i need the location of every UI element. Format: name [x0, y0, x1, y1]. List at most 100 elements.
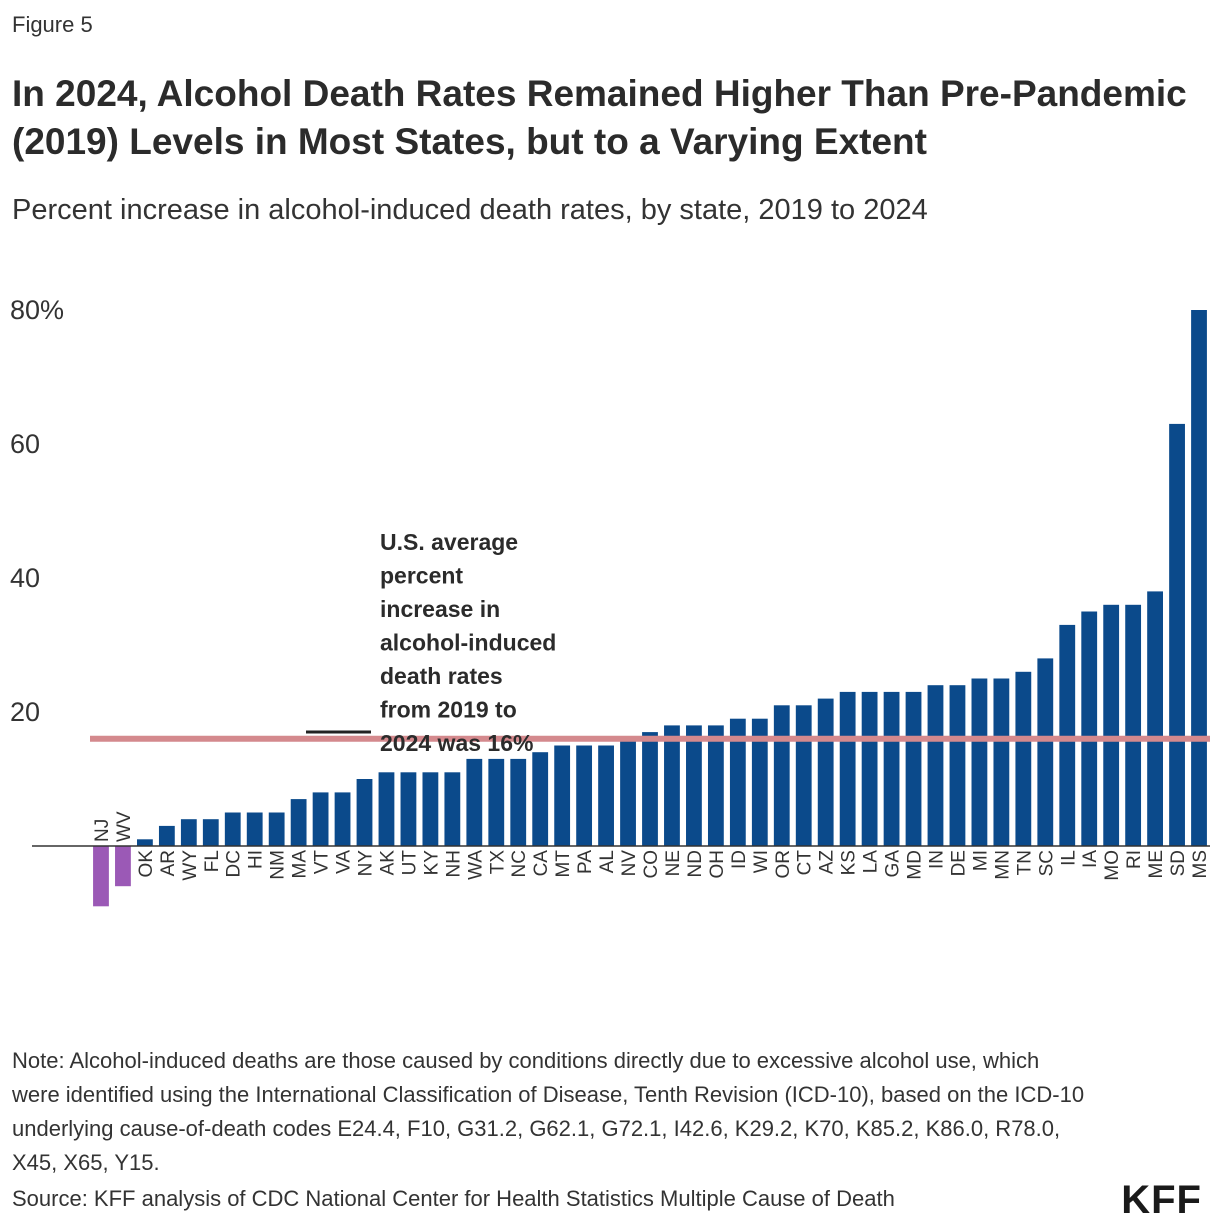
bar	[927, 685, 944, 846]
bar	[488, 758, 505, 846]
bar	[795, 705, 812, 846]
x-tick-label: IA	[1080, 850, 1101, 868]
bar	[93, 846, 109, 907]
x-tick-label: MA	[290, 850, 311, 879]
annotation-line: percent	[380, 563, 463, 589]
y-tick-label: 40	[10, 563, 40, 593]
bar	[993, 678, 1010, 846]
bar	[620, 738, 636, 846]
x-tick-label: LA	[861, 850, 882, 874]
x-tick-label: MN	[992, 850, 1013, 880]
x-tick-label: TX	[487, 850, 508, 875]
x-tick-label: NC	[509, 850, 530, 877]
bar	[861, 691, 878, 846]
x-tick-label: HI	[246, 850, 267, 869]
y-tick-label: 60	[10, 429, 40, 459]
bar	[1169, 423, 1185, 846]
x-tick-label: ID	[729, 850, 750, 869]
bar	[817, 698, 834, 846]
x-tick-label: NE	[663, 850, 684, 876]
x-tick-label: NM	[268, 850, 289, 880]
bar	[905, 691, 922, 846]
bar	[664, 725, 680, 846]
bar	[268, 812, 285, 846]
annotation-line: U.S. average	[380, 529, 518, 555]
y-tick-label: 20	[10, 697, 40, 727]
x-tick-label: WI	[751, 850, 772, 873]
x-tick-label: ME	[1146, 850, 1167, 879]
x-tick-label: WV	[114, 811, 135, 842]
bar	[773, 705, 790, 846]
annotation-line: increase in	[380, 596, 500, 622]
average-annotation: U.S. average percent increase in alcohol-in…	[380, 529, 556, 756]
x-tick-label: AL	[597, 850, 618, 873]
bar	[642, 732, 658, 846]
bar	[576, 745, 593, 846]
y-axis: 80% 60 40 20	[10, 295, 64, 727]
y-tick-label: 80%	[10, 295, 64, 325]
bar	[180, 819, 197, 846]
bar	[1037, 658, 1054, 846]
bar	[554, 745, 571, 846]
bar	[378, 772, 395, 846]
x-tick-label: AZ	[817, 850, 838, 875]
x-tick-label: NY	[356, 850, 377, 877]
x-tick-label: MS	[1190, 850, 1211, 879]
x-tick-label: SC	[1036, 850, 1057, 876]
chart-subtitle: Percent increase in alcohol-induced deat…	[12, 194, 928, 226]
x-tick-label: AK	[377, 850, 398, 876]
x-tick-label: VT	[312, 850, 333, 875]
x-tick-label: FL	[202, 850, 223, 872]
x-tick-label: CT	[795, 850, 816, 876]
x-tick-label: IN	[926, 850, 947, 869]
bar	[1081, 611, 1098, 846]
x-tick-label: TN	[1014, 850, 1035, 875]
x-tick-label: GA	[883, 850, 904, 878]
bars	[93, 310, 1207, 907]
x-tick-label: MD	[905, 850, 926, 880]
bar	[115, 846, 131, 887]
bar	[312, 792, 329, 846]
annotation-line: from 2019 to	[380, 697, 517, 723]
x-tick-label: WA	[465, 850, 486, 880]
x-tick-label: NV	[619, 850, 640, 877]
bar	[158, 825, 175, 846]
x-tick-label: KS	[839, 850, 860, 875]
annotation-line: 2024 was 16%	[380, 730, 533, 756]
bar	[224, 812, 241, 846]
bar	[971, 678, 988, 846]
bar	[883, 691, 900, 846]
figure-label: Figure 5	[12, 12, 93, 37]
bar	[400, 772, 417, 846]
bar	[1147, 591, 1163, 846]
annotation-line: alcohol-induced	[380, 630, 556, 656]
kff-logo: KFF	[1121, 1178, 1202, 1222]
x-tick-label: AR	[158, 850, 179, 876]
x-tick-label: IL	[1058, 850, 1079, 866]
x-tick-label: ND	[685, 850, 706, 877]
bar	[1125, 604, 1142, 846]
bar	[532, 752, 549, 846]
bar	[707, 725, 724, 846]
bar	[686, 725, 702, 846]
bar	[949, 685, 966, 846]
chart-title: In 2024, Alcohol Death Rates Remained Hi…	[12, 73, 1187, 162]
source-note: Source: KFF analysis of CDC National Cen…	[12, 1186, 895, 1211]
bar	[839, 691, 856, 846]
bar	[356, 779, 373, 846]
bar	[137, 839, 153, 846]
bar	[422, 772, 439, 846]
x-tick-label: MO	[1102, 850, 1123, 881]
x-tick-label: UT	[399, 850, 420, 876]
bar	[510, 758, 527, 846]
x-tick-label: OK	[136, 850, 157, 878]
bar	[1059, 624, 1076, 846]
bar	[1191, 310, 1207, 846]
bar	[598, 745, 614, 846]
annotation-line: death rates	[380, 663, 503, 689]
x-tick-label: VA	[334, 850, 355, 874]
bar	[334, 792, 351, 846]
bar	[444, 772, 461, 846]
